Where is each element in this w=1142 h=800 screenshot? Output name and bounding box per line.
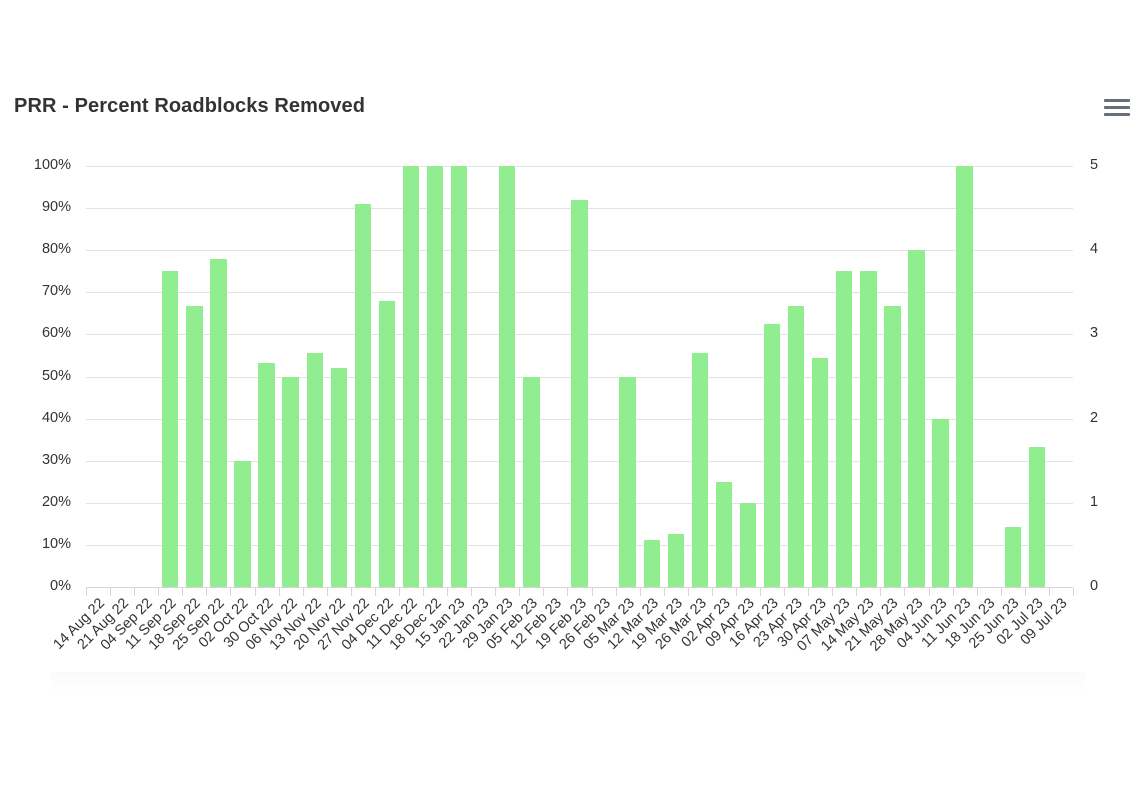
y-tick-label: 20%	[41, 493, 71, 510]
x-tick	[447, 588, 449, 596]
x-tick	[206, 588, 208, 596]
x-tick	[856, 588, 858, 596]
x-tick	[230, 588, 232, 596]
x-tick	[904, 588, 906, 596]
x-tick	[158, 588, 160, 596]
x-tick	[1073, 588, 1074, 596]
x-tick	[302, 588, 304, 596]
y-tick-label: 0%	[50, 578, 71, 594]
bar[interactable]	[667, 534, 684, 587]
x-tick	[254, 588, 256, 596]
bar[interactable]	[330, 368, 347, 587]
bar[interactable]	[571, 199, 588, 587]
bar[interactable]	[860, 271, 877, 587]
x-tick	[760, 588, 762, 596]
y2-tick-label: 4	[1090, 241, 1099, 258]
x-tick	[880, 588, 882, 596]
x-tick	[350, 588, 352, 596]
bar[interactable]	[836, 271, 853, 587]
bar[interactable]	[258, 362, 275, 587]
x-tick	[374, 588, 376, 596]
x-tick	[639, 588, 641, 596]
x-tick	[1000, 588, 1002, 596]
y2-tick-label: 0	[1090, 578, 1099, 594]
bar[interactable]	[210, 259, 227, 587]
gridline	[86, 166, 1073, 167]
chart-title: PRR - Percent Roadblocks Removed	[14, 95, 366, 117]
x-tick	[952, 588, 954, 596]
bar[interactable]	[643, 540, 660, 587]
x-tick	[182, 588, 184, 596]
y2-tick-label: 5	[1090, 157, 1099, 173]
bar[interactable]	[1028, 446, 1046, 587]
x-tick	[1048, 588, 1050, 596]
y2-tick-label: 3	[1090, 325, 1099, 342]
bar[interactable]	[787, 306, 805, 587]
bar[interactable]	[234, 460, 251, 587]
bar[interactable]	[691, 352, 709, 587]
y-tick-label: 60%	[41, 325, 71, 342]
scrollbar-track	[50, 672, 1085, 692]
x-tick	[423, 588, 425, 596]
y-tick-label: 10%	[41, 535, 71, 552]
y-tick-label: 40%	[41, 409, 71, 426]
bar[interactable]	[812, 357, 829, 587]
chart-menu-button[interactable]	[1104, 99, 1130, 119]
bar[interactable]	[523, 376, 540, 587]
bar[interactable]	[426, 166, 444, 587]
x-tick	[1024, 588, 1026, 596]
bar[interactable]	[354, 204, 372, 587]
bar[interactable]	[402, 166, 420, 587]
bar[interactable]	[306, 352, 323, 587]
bar[interactable]	[763, 323, 781, 587]
bar[interactable]	[884, 306, 901, 587]
bar[interactable]	[619, 376, 636, 587]
gridline	[86, 587, 1073, 588]
bar[interactable]	[378, 300, 396, 587]
x-tick	[398, 588, 400, 596]
y2-tick-label: 1	[1090, 493, 1099, 510]
bar[interactable]	[956, 166, 973, 587]
x-tick	[134, 588, 136, 596]
bar[interactable]	[715, 481, 733, 587]
x-tick	[808, 588, 810, 596]
bar[interactable]	[908, 250, 925, 587]
x-tick	[110, 588, 112, 596]
y-tick-label: 50%	[41, 367, 71, 384]
hamburger-menu-icon	[1104, 99, 1130, 116]
x-tick	[519, 588, 521, 596]
x-tick	[495, 588, 497, 596]
x-tick	[735, 588, 737, 596]
bar[interactable]	[932, 418, 949, 587]
x-tick	[928, 588, 930, 596]
x-tick	[832, 588, 834, 596]
plot-area	[86, 166, 1073, 588]
bar[interactable]	[739, 502, 757, 587]
x-tick	[86, 588, 87, 596]
x-tick	[326, 588, 328, 596]
y-tick-label: 80%	[41, 241, 71, 258]
bar[interactable]	[186, 306, 203, 587]
x-tick	[543, 588, 545, 596]
x-tick	[687, 588, 689, 596]
x-tick	[663, 588, 665, 596]
y-tick-label: 90%	[41, 199, 71, 216]
bar[interactable]	[499, 166, 516, 587]
bar[interactable]	[450, 166, 468, 587]
x-tick	[615, 588, 617, 596]
x-tick	[591, 588, 593, 596]
y-tick-label: 30%	[41, 451, 71, 468]
y2-tick-label: 2	[1090, 409, 1099, 426]
x-tick	[278, 588, 280, 596]
bar[interactable]	[282, 376, 299, 587]
x-tick	[711, 588, 713, 596]
x-tick	[471, 588, 473, 596]
y-tick-label: 70%	[41, 283, 71, 300]
bar[interactable]	[162, 271, 179, 587]
x-tick	[567, 588, 569, 596]
y-tick-label: 100%	[33, 157, 71, 173]
x-tick	[784, 588, 786, 596]
x-tick	[976, 588, 978, 596]
bar[interactable]	[1004, 526, 1021, 587]
